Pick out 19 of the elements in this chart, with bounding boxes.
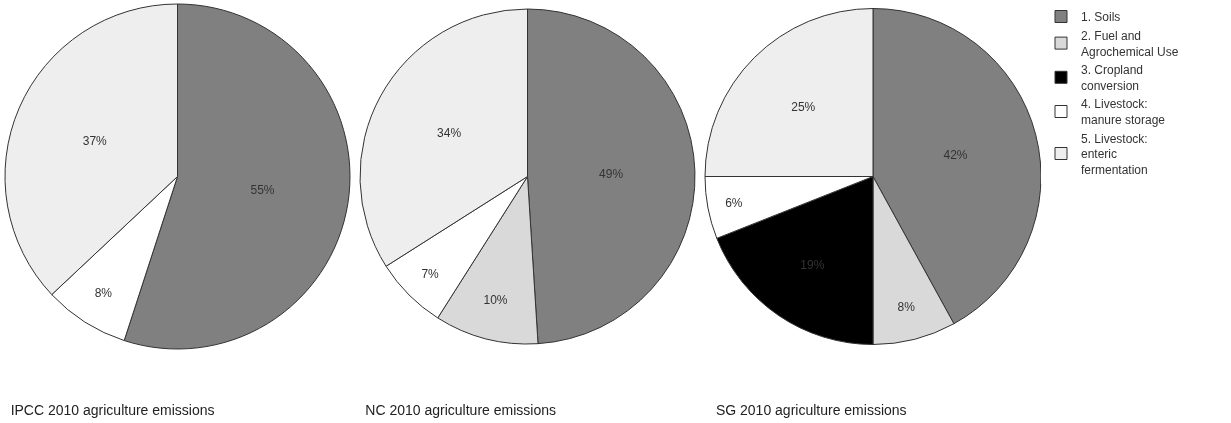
legend-label: 5. Livestock: enteric fermentation — [1081, 131, 1148, 177]
data-label: 7% — [421, 266, 440, 281]
legend-label: 4. Livestock: manure storage — [1081, 97, 1166, 127]
text: IPCC 2010 agriculture emissions — [10, 401, 215, 418]
data-label: 10% — [483, 293, 508, 308]
data-label: 49% — [599, 166, 624, 181]
data-label: 8% — [94, 286, 113, 301]
text: NC 2010 agriculture emissions — [365, 401, 556, 418]
data-label: 55% — [250, 182, 275, 197]
data-label: 34% — [437, 126, 462, 141]
data-label: 37% — [82, 133, 108, 148]
legend-label: 2. Fuel and Agrochemical Use — [1081, 28, 1179, 59]
data-label: 8% — [897, 299, 916, 314]
data-label: 25% — [791, 99, 816, 114]
legend-label: 1. Soils — [1081, 10, 1121, 25]
data-label: 6% — [725, 196, 743, 211]
data-label: 42% — [943, 148, 968, 163]
legend-label: 3. Cropland conversion — [1081, 63, 1144, 93]
text: SG 2010 agriculture emissions — [715, 401, 907, 418]
